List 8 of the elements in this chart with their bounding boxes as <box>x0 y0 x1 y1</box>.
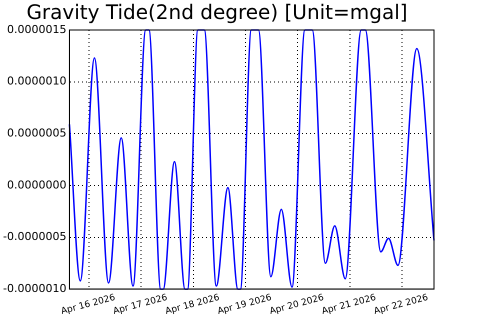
y-tick-label: 0.0000015 <box>6 22 66 36</box>
y-tick-label: 0.0000000 <box>6 178 66 192</box>
line-series <box>68 29 435 290</box>
chart-title: Gravity Tide(2nd degree) [Unit=mgal] <box>26 0 408 24</box>
y-tick-label: 0.0000010 <box>6 74 66 88</box>
y-tick-label: -0.0000010 <box>2 282 66 296</box>
y-tick-label: -0.0000005 <box>2 230 66 244</box>
y-tick-label: 0.0000005 <box>6 126 66 140</box>
